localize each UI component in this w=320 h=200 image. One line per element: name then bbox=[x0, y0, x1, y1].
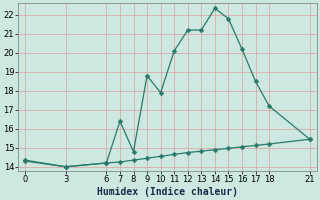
X-axis label: Humidex (Indice chaleur): Humidex (Indice chaleur) bbox=[97, 186, 238, 197]
